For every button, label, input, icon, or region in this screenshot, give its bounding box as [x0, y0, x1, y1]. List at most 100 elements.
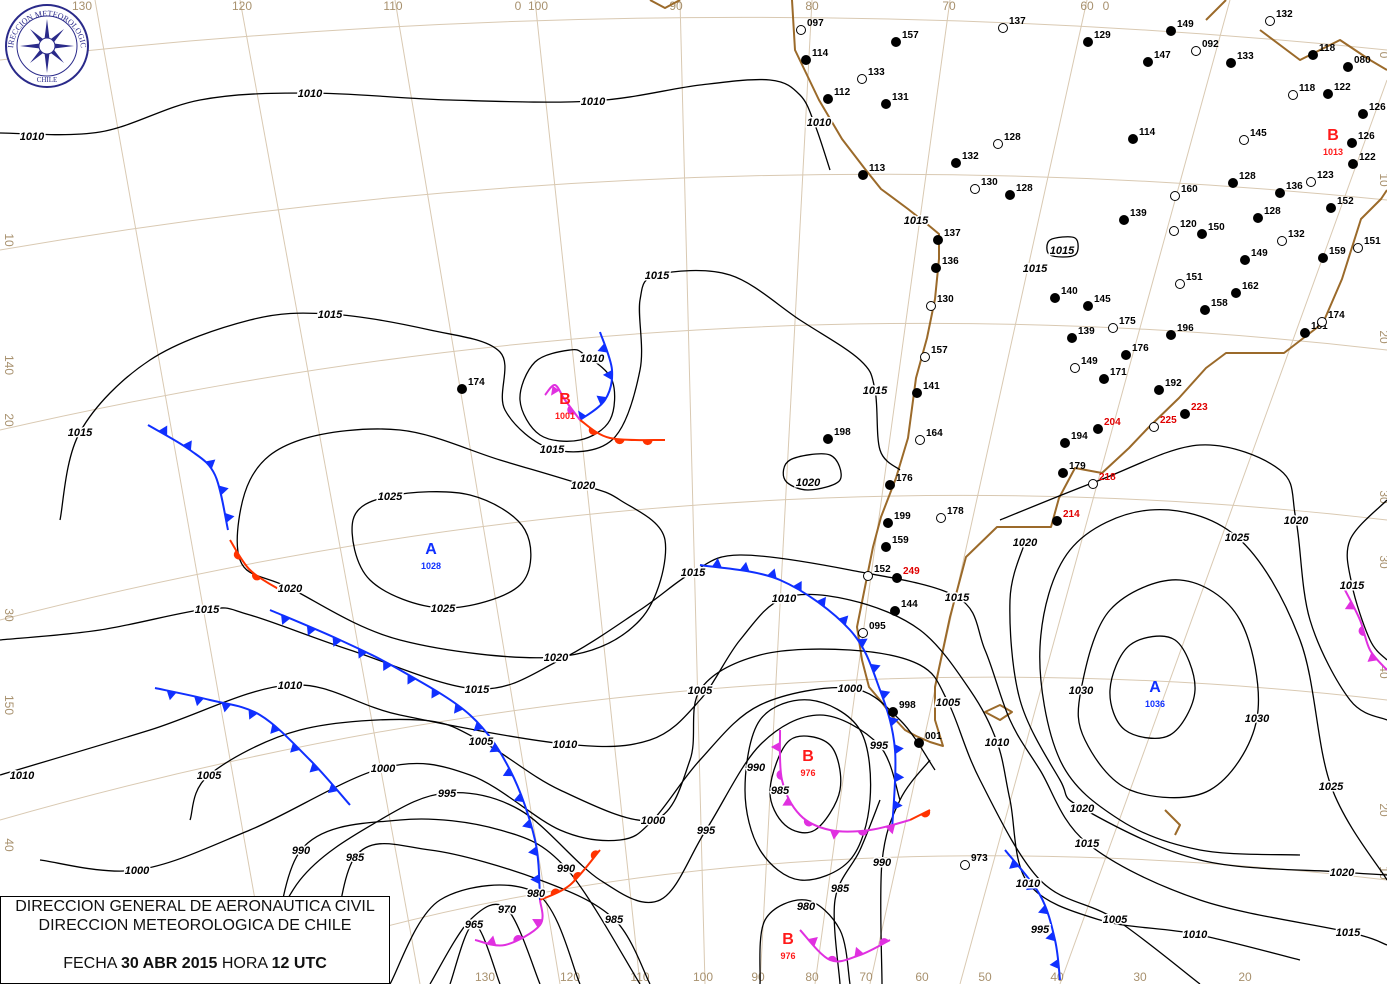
isobar — [769, 735, 842, 834]
graticule-label: 30 — [1377, 555, 1387, 569]
graticule-label: 80 — [805, 0, 819, 13]
front-triangle — [1038, 904, 1049, 915]
station-plots: 097 114 157 133 112 131 137 129 149 092 147 133 132 1… — [457, 9, 1386, 870]
station-pressure: 162 — [1242, 281, 1259, 292]
graticule-label: 80 — [805, 970, 819, 984]
isobar-label: 1015 — [1336, 927, 1361, 939]
cloud-cover-icon — [1240, 255, 1250, 265]
front-triangle — [327, 783, 339, 794]
caption-datetime: FECHA 30 ABR 2015 HORA 12 UTC — [1, 954, 389, 973]
graticule-label: 90 — [751, 970, 765, 984]
cloud-cover-icon — [1005, 190, 1015, 200]
front-triangle — [829, 829, 840, 840]
cloud-cover-icon — [1306, 177, 1316, 187]
graticule-label: 10 — [2, 233, 16, 247]
station-plot: 199 — [883, 511, 911, 528]
front-triangle — [1009, 859, 1020, 869]
time-label: HORA — [221, 955, 268, 972]
cloud-cover-icon — [1154, 385, 1164, 395]
station-pressure: 174 — [1328, 310, 1345, 321]
isobar-label: 990 — [557, 863, 576, 875]
isobar-label: 990 — [747, 762, 766, 774]
station-plot: 095 — [858, 621, 886, 638]
cloud-cover-icon — [926, 301, 936, 311]
front-triangle — [1045, 931, 1056, 942]
isobar-label: 1010 — [985, 737, 1010, 749]
cloud-cover-icon — [1347, 138, 1357, 148]
front-triangle — [248, 709, 258, 720]
station-plot: 192 — [1154, 378, 1182, 395]
isobar — [1077, 579, 1260, 799]
station-pressure: 174 — [468, 377, 485, 388]
isobar-label: 1025 — [1225, 532, 1250, 544]
isobar-label: 1020 — [1330, 867, 1355, 879]
cloud-cover-icon — [1070, 363, 1080, 373]
front-triangle — [602, 370, 613, 381]
warm-front — [579, 419, 666, 442]
front-triangle — [221, 702, 232, 713]
isobar-label: 1000 — [641, 815, 666, 827]
station-pressure: 249 — [903, 566, 920, 577]
station-pressure: 128 — [1016, 183, 1033, 194]
cloud-cover-icon — [1228, 178, 1238, 188]
isobar-label: 1010 — [278, 680, 303, 692]
cloud-cover-icon — [1169, 226, 1179, 236]
front-triangle — [290, 742, 301, 753]
station-plot: 157 — [920, 345, 948, 362]
cloud-cover-icon — [1253, 213, 1263, 223]
cold-front — [1004, 849, 1061, 981]
station-pressure: 112 — [834, 87, 851, 98]
front-triangle — [816, 596, 826, 608]
isobar — [833, 799, 881, 984]
isobar-label: 1015 — [1050, 245, 1075, 257]
cloud-cover-icon — [1343, 62, 1353, 72]
low-center-letter: B — [1327, 127, 1339, 144]
cloud-cover-icon — [858, 628, 868, 638]
station-plot: 122 — [1348, 152, 1376, 169]
cloud-cover-icon — [931, 263, 941, 273]
isobar-label: 1000 — [838, 683, 863, 695]
graticule-label: 70 — [859, 970, 873, 984]
graticule-label: 20 — [1377, 803, 1387, 817]
graticule-label: 30 — [1133, 970, 1147, 984]
isobar-label: 1005 — [688, 685, 713, 697]
front-triangle — [1367, 652, 1378, 662]
front-triangle — [792, 580, 802, 592]
isobar — [0, 554, 1387, 946]
cloud-cover-icon — [1231, 288, 1241, 298]
graticule-label: 60 — [1080, 0, 1094, 13]
isobar — [189, 648, 1201, 984]
graticule-label: 110 — [383, 0, 402, 13]
station-plot: 133 — [1226, 51, 1254, 68]
station-plot: 196 — [1166, 323, 1194, 340]
isobar — [880, 759, 931, 984]
station-pressure: 192 — [1165, 378, 1182, 389]
station-pressure: 181 — [1311, 321, 1328, 332]
station-pressure: 214 — [1063, 509, 1080, 520]
front-triangle — [895, 772, 905, 783]
cloud-cover-icon — [1058, 468, 1068, 478]
isobar-label: 1020 — [278, 583, 303, 595]
isobar-label: 1015 — [904, 215, 929, 227]
front-triangle — [407, 674, 417, 685]
front-triangle — [528, 846, 538, 857]
station-plot: 126 — [1347, 131, 1375, 148]
cloud-cover-icon — [1166, 330, 1176, 340]
dmc-logo: DIRECCION METEOROLOGICA CHILE — [5, 4, 89, 88]
isobar-label: 1015 — [645, 270, 670, 282]
graticule-label: 100 — [528, 0, 548, 13]
isobar-label: 1010 — [581, 96, 606, 108]
low-center-value: 976 — [780, 951, 795, 961]
station-pressure: 199 — [894, 511, 911, 522]
isobar-label: 1010 — [298, 88, 323, 100]
isobar-label: 1010 — [20, 131, 45, 143]
low-center-value: 1013 — [1323, 147, 1343, 157]
station-pressure: 132 — [962, 151, 979, 162]
station-pressure: 133 — [1237, 51, 1254, 62]
isobar — [744, 699, 872, 881]
isobar-label: 1015 — [540, 444, 565, 456]
station-plot: 179 — [1058, 461, 1086, 478]
isobar-label: 980 — [527, 888, 546, 900]
graticule-label: 0 — [515, 0, 522, 13]
